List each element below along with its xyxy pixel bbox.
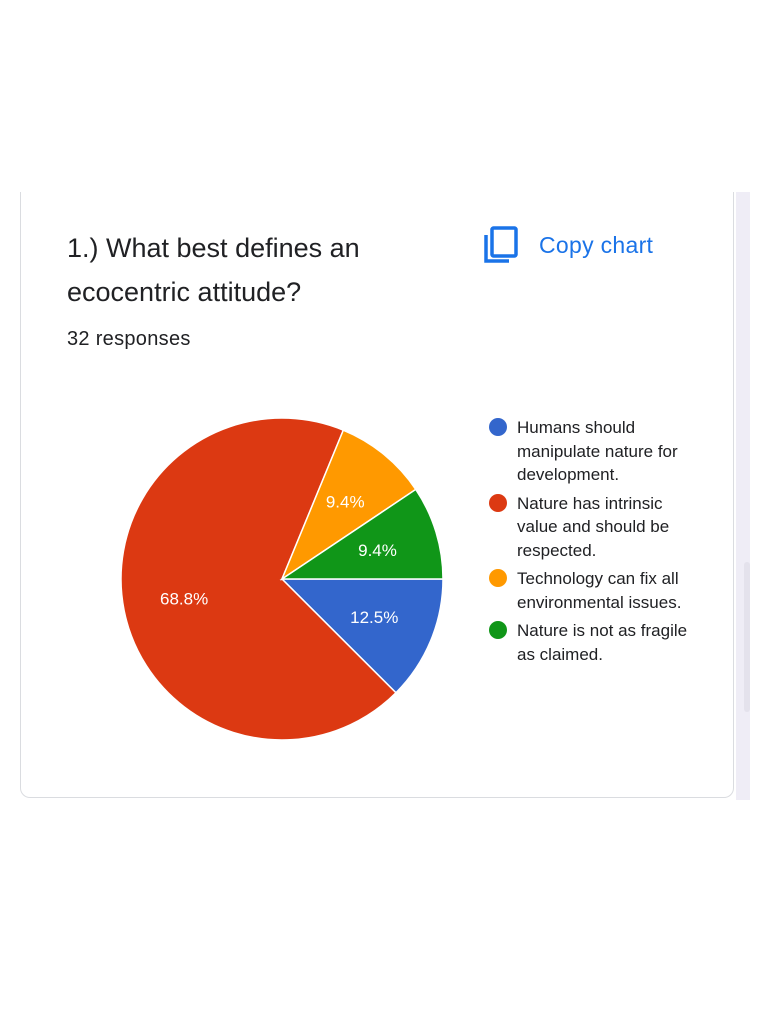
slice-percent-label: 9.4% [358, 541, 397, 560]
legend-item[interactable]: Nature has intrinsic value and should be… [489, 492, 729, 563]
legend-label: Nature is not as fragile as claimed. [517, 621, 688, 664]
pie-slice[interactable] [280, 578, 444, 694]
slice-percent-label: 68.8% [160, 590, 208, 609]
legend-item[interactable]: Humans should manipulate nature for deve… [489, 416, 729, 487]
legend-swatch [489, 621, 507, 639]
legend-label: Humans should manipulate nature for deve… [517, 418, 678, 484]
legend-item[interactable]: Nature is not as fragile as claimed. [489, 619, 729, 666]
slice-percent-label: 9.4% [326, 493, 365, 512]
pie-slice[interactable] [279, 488, 444, 580]
chart-card: 1.) What best defines an ecocentric atti… [20, 192, 734, 798]
scroll-rail[interactable] [736, 192, 750, 800]
pie-chart: 12.5% 68.8% 9.4% 9.4% [120, 417, 444, 741]
copy-chart-label: Copy chart [539, 231, 654, 258]
copy-chart-button[interactable]: Copy chart [483, 226, 653, 264]
copy-icon [484, 226, 518, 263]
response-count: 32 responses [67, 328, 191, 350]
scroll-thumb[interactable] [744, 562, 750, 712]
pie-slice[interactable] [280, 429, 417, 581]
legend-label: Technology can fix all environmental iss… [517, 569, 682, 612]
legend-swatch [489, 493, 507, 512]
slice-percent-label: 12.5% [350, 608, 398, 627]
chart-legend: Humans should manipulate nature for deve… [489, 416, 729, 671]
legend-swatch [489, 418, 507, 436]
legend-item[interactable]: Technology can fix all environmental iss… [489, 567, 729, 614]
legend-label: Nature has intrinsic value and should be… [517, 493, 670, 560]
pie-slice[interactable] [120, 417, 397, 741]
question-title: 1.) What best defines an ecocentric atti… [67, 233, 360, 307]
legend-swatch [489, 569, 507, 587]
